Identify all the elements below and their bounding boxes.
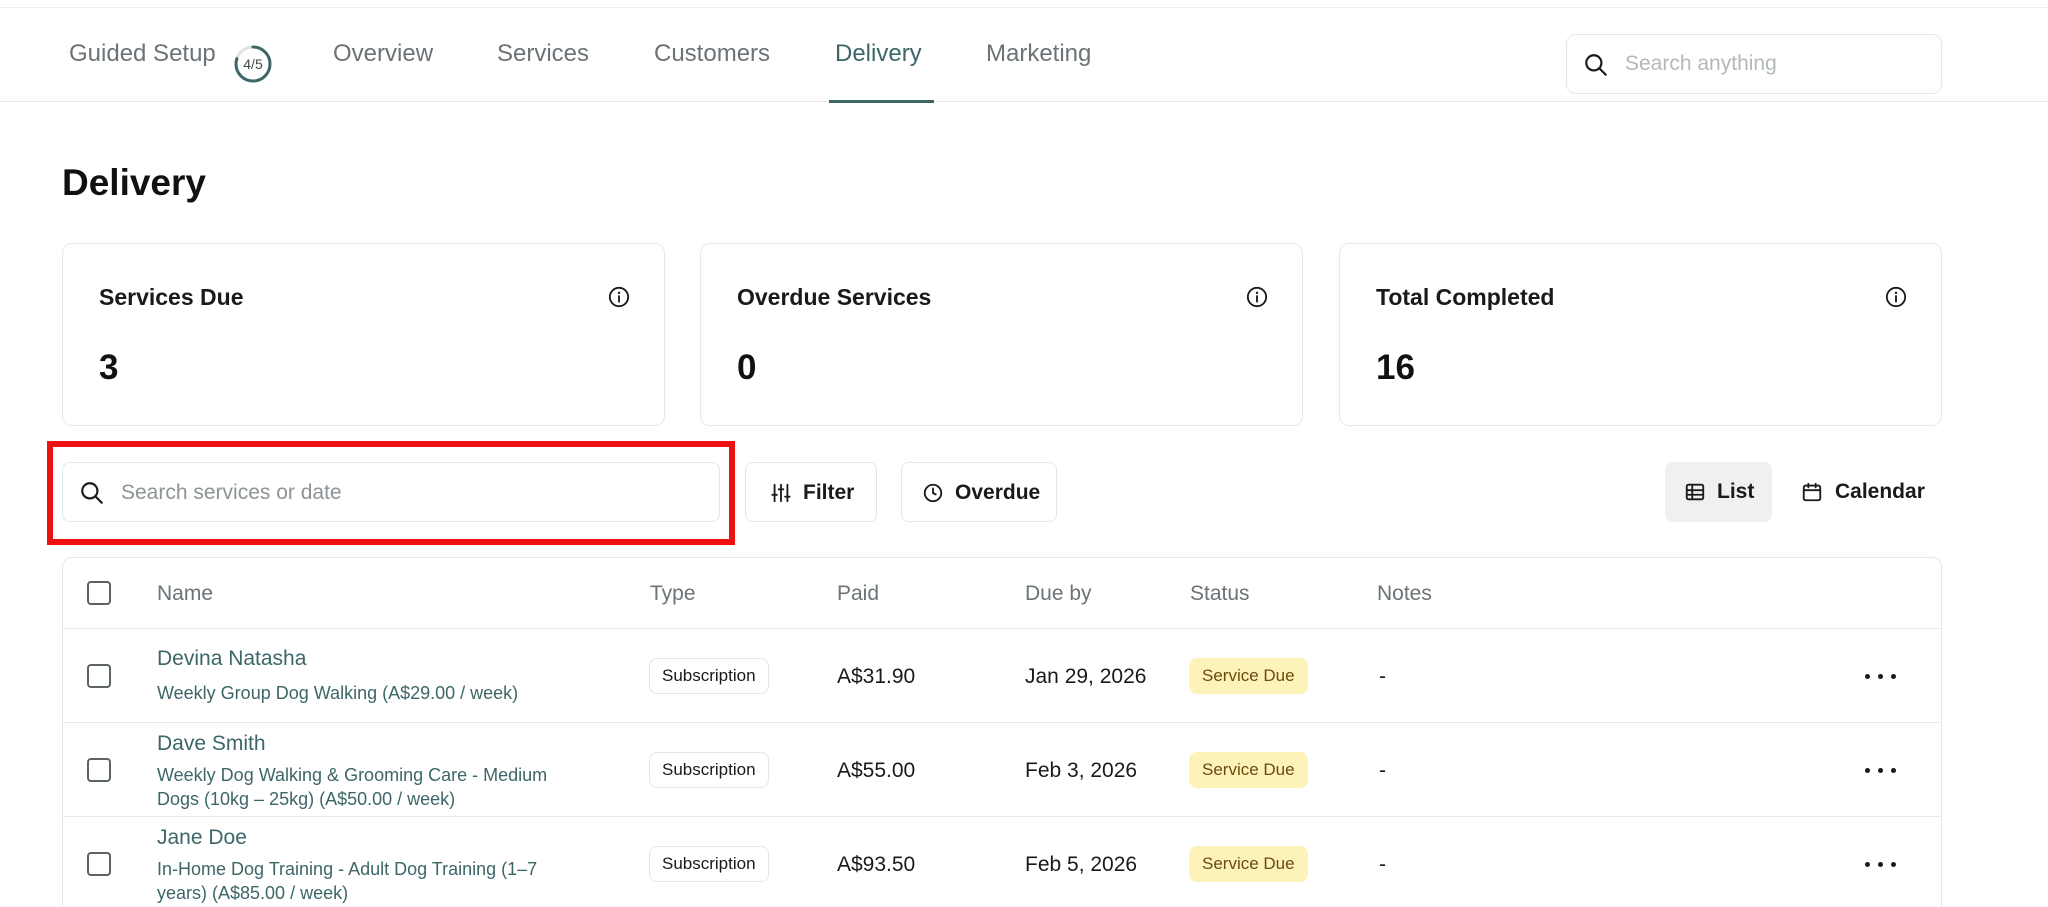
row-checkbox[interactable] [87,758,111,782]
setup-progress-text: 4/5 [243,56,263,72]
status-badge: Service Due [1189,846,1308,882]
customer-name[interactable]: Dave Smith [157,732,266,755]
type-badge: Subscription [649,846,769,882]
stat-value: 16 [1376,348,1415,387]
due-date: Feb 3, 2026 [1025,759,1138,782]
stat-card-total-completed: Total Completed 16 [1339,243,1942,426]
paid-amount: A$31.90 [837,665,916,688]
row-checkbox[interactable] [87,852,111,876]
due-date: Feb 5, 2026 [1025,853,1138,876]
nav-overview[interactable]: Overview [333,40,434,67]
stat-label: Total Completed [1376,284,1555,310]
highlight-box [47,441,735,545]
filter-label: Filter [803,481,855,504]
notes: - [1379,759,1386,782]
header-due-by[interactable]: Due by [1025,582,1092,605]
list-icon [1685,483,1705,501]
customer-name[interactable]: Jane Doe [157,826,247,849]
table-header: Name Type Paid Due by Status Notes [63,558,1941,629]
status-badge: Service Due [1189,752,1308,788]
nav-marketing[interactable]: Marketing [986,40,1092,67]
nav-active-underline [829,100,934,103]
more-icon[interactable] [1863,854,1899,874]
view-calendar-label: Calendar [1835,480,1925,503]
search-icon [1585,54,1607,76]
service-description: Weekly Group Dog Walking (A$29.00 / week… [157,683,519,703]
more-icon[interactable] [1863,760,1899,780]
filter-button[interactable]: Filter [745,462,877,522]
info-icon[interactable] [1246,286,1268,308]
paid-amount: A$55.00 [837,759,916,782]
nav-customers[interactable]: Customers [654,40,771,67]
service-description: In-Home Dog Training - Adult Dog Trainin… [157,859,538,903]
stat-value: 0 [737,348,757,387]
search-icon [81,482,103,504]
top-nav: Guided Setup 4/5 Overview Services Custo… [0,8,2048,103]
paid-amount: A$93.50 [837,853,916,876]
overdue-button[interactable]: Overdue [901,462,1057,522]
more-icon[interactable] [1863,666,1899,686]
table-row[interactable]: Devina Natasha Weekly Group Dog Walking … [63,629,1941,723]
delivery-table: Name Type Paid Due by Status Notes Devin… [62,557,1942,907]
clock-icon [923,483,943,503]
select-all-checkbox[interactable] [87,581,111,605]
filter-icon [771,483,791,503]
notes: - [1379,853,1386,876]
stat-label: Overdue Services [737,284,932,310]
calendar-icon [1802,482,1822,502]
nav-delivery[interactable]: Delivery [835,40,922,67]
services-search [62,462,720,522]
stat-card-services-due: Services Due 3 [62,243,665,426]
header-status[interactable]: Status [1190,582,1250,605]
due-date: Jan 29, 2026 [1025,665,1147,688]
service-description: Weekly Dog Walking & Grooming Care - Med… [157,765,548,809]
table-row[interactable]: Jane Doe In-Home Dog Training - Adult Do… [63,817,1941,907]
global-search-input[interactable] [1625,43,1925,85]
services-search-input[interactable] [121,472,701,514]
info-icon[interactable] [1885,286,1907,308]
overdue-label: Overdue [955,481,1041,504]
stat-label: Services Due [99,284,244,310]
type-badge: Subscription [649,658,769,694]
customer-name[interactable]: Devina Natasha [157,647,307,670]
global-search [1566,34,1942,94]
status-badge: Service Due [1189,658,1308,694]
header-paid[interactable]: Paid [837,582,880,605]
view-list-label: List [1717,480,1755,503]
page-title: Delivery [62,162,206,203]
info-icon[interactable] [608,286,630,308]
view-calendar-toggle[interactable]: Calendar [1786,462,1928,522]
type-badge: Subscription [649,752,769,788]
stat-card-overdue-services: Overdue Services 0 [700,243,1303,426]
row-checkbox[interactable] [87,664,111,688]
table-row[interactable]: Dave Smith Weekly Dog Walking & Grooming… [63,723,1941,817]
top-edge [0,0,2048,8]
nav-services[interactable]: Services [497,40,590,67]
nav-guided-setup[interactable]: Guided Setup [69,40,216,67]
header-type[interactable]: Type [650,582,696,605]
stat-value: 3 [99,348,119,387]
setup-progress-ring [234,45,272,83]
header-notes[interactable]: Notes [1377,582,1432,605]
view-list-toggle[interactable]: List [1665,462,1772,522]
notes: - [1379,665,1386,688]
header-name[interactable]: Name [157,582,214,605]
